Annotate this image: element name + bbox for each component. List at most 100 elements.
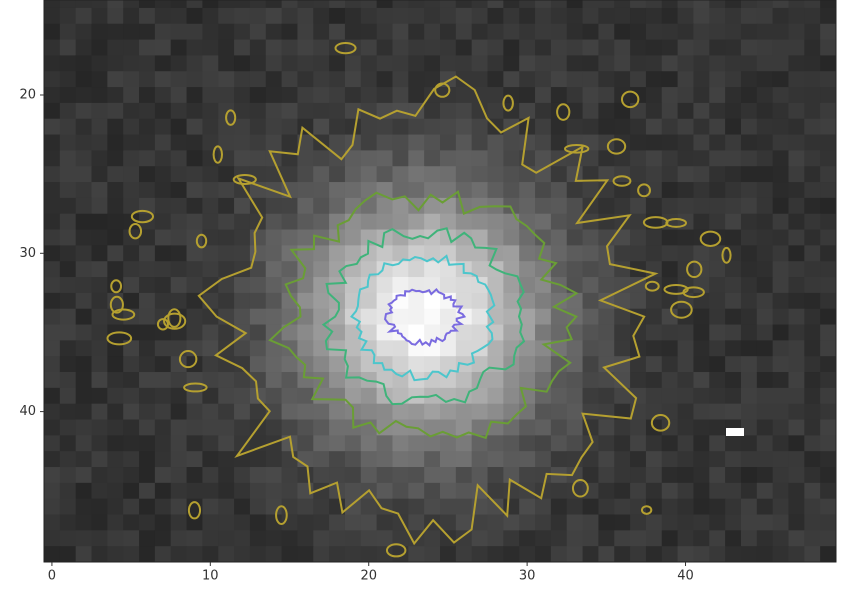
pixel xyxy=(488,8,504,24)
pixel xyxy=(171,230,187,246)
pixel xyxy=(123,8,139,24)
pixel xyxy=(472,325,488,341)
pixel xyxy=(741,24,757,40)
pixel xyxy=(836,451,842,467)
pixel xyxy=(741,356,757,372)
pixel xyxy=(804,515,820,531)
pixel xyxy=(614,277,630,293)
pixel xyxy=(76,515,92,531)
pixel xyxy=(456,499,472,515)
pixel xyxy=(678,499,694,515)
pixel xyxy=(123,293,139,309)
pixel xyxy=(107,55,123,71)
pixel xyxy=(44,230,60,246)
pixel xyxy=(472,467,488,483)
pixel xyxy=(725,230,741,246)
y-tick-label: 20 xyxy=(19,87,36,102)
pixel xyxy=(60,325,76,341)
pixel xyxy=(519,198,535,214)
pixel xyxy=(424,8,440,24)
pixel xyxy=(440,562,456,578)
pixel xyxy=(187,451,203,467)
pixel xyxy=(551,0,567,8)
pixel xyxy=(662,230,678,246)
pixel xyxy=(345,483,361,499)
pixel xyxy=(202,150,218,166)
pixel xyxy=(662,182,678,198)
pixel xyxy=(551,546,567,562)
pixel xyxy=(44,55,60,71)
pixel xyxy=(266,55,282,71)
pixel xyxy=(773,103,789,119)
pixel xyxy=(139,24,155,40)
pixel xyxy=(820,325,836,341)
pixel xyxy=(440,435,456,451)
pixel xyxy=(836,230,842,246)
pixel xyxy=(503,309,519,325)
pixel xyxy=(757,435,773,451)
pixel xyxy=(788,467,804,483)
pixel xyxy=(28,562,44,578)
pixel xyxy=(630,24,646,40)
pixel xyxy=(693,150,709,166)
pixel xyxy=(202,451,218,467)
pixel xyxy=(741,71,757,87)
pixel xyxy=(456,103,472,119)
pixel xyxy=(646,356,662,372)
pixel xyxy=(92,467,108,483)
pixel xyxy=(44,530,60,546)
pixel xyxy=(76,55,92,71)
pixel xyxy=(44,166,60,182)
pixel xyxy=(741,230,757,246)
pixel xyxy=(282,467,298,483)
pixel xyxy=(171,87,187,103)
pixel xyxy=(836,71,842,87)
pixel xyxy=(773,467,789,483)
pixel xyxy=(440,8,456,24)
pixel xyxy=(250,119,266,135)
pixel xyxy=(662,135,678,151)
pixel xyxy=(44,119,60,135)
pixel xyxy=(361,499,377,515)
pixel xyxy=(329,87,345,103)
pixel xyxy=(187,230,203,246)
pixel xyxy=(662,499,678,515)
pixel xyxy=(646,0,662,8)
pixel xyxy=(725,293,741,309)
pixel xyxy=(804,325,820,341)
pixel xyxy=(836,420,842,436)
pixel xyxy=(614,103,630,119)
pixel xyxy=(503,388,519,404)
pixel xyxy=(313,150,329,166)
pixel xyxy=(28,420,44,436)
pixel xyxy=(678,404,694,420)
pixel xyxy=(630,150,646,166)
pixel xyxy=(107,420,123,436)
pixel xyxy=(773,372,789,388)
pixel xyxy=(630,135,646,151)
pixel xyxy=(361,150,377,166)
pixel xyxy=(693,404,709,420)
pixel xyxy=(598,71,614,87)
pixel xyxy=(583,24,599,40)
pixel xyxy=(187,420,203,436)
pixel xyxy=(361,435,377,451)
pixel xyxy=(551,435,567,451)
pixel xyxy=(76,261,92,277)
pixel xyxy=(155,71,171,87)
pixel xyxy=(297,150,313,166)
pixel xyxy=(440,0,456,8)
pixel xyxy=(377,40,393,56)
pixel xyxy=(614,325,630,341)
pixel xyxy=(392,546,408,562)
pixel xyxy=(757,0,773,8)
pixel xyxy=(646,515,662,531)
pixel xyxy=(92,103,108,119)
pixel xyxy=(76,87,92,103)
pixel xyxy=(440,150,456,166)
pixel xyxy=(76,119,92,135)
pixel xyxy=(329,451,345,467)
pixel xyxy=(76,562,92,578)
pixel xyxy=(392,55,408,71)
pixel xyxy=(297,24,313,40)
